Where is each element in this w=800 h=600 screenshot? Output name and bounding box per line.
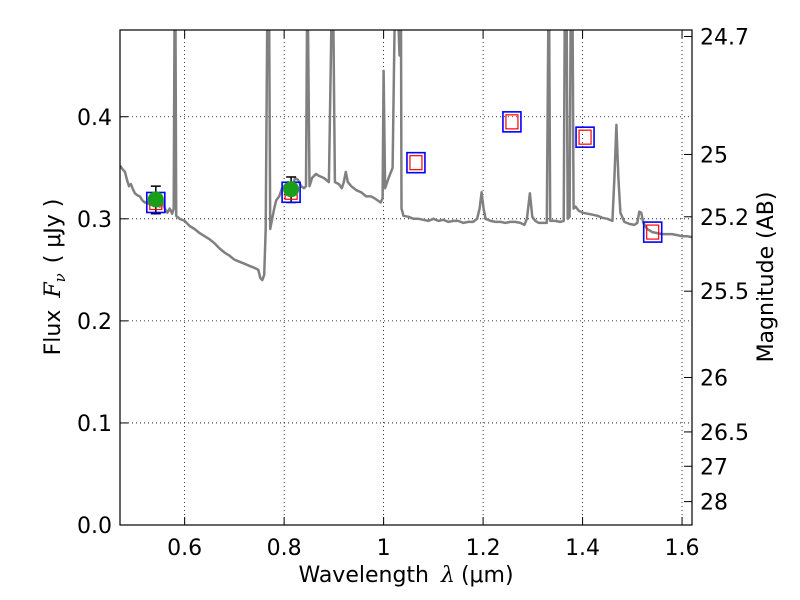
y-tick-label: 0.3 (77, 208, 112, 233)
model-photometry-marker (502, 111, 522, 133)
x-tick-label: 0.8 (267, 536, 302, 561)
mag-tick-label: 24.7 (700, 26, 749, 51)
x-axis-title: Wavelength λ (μm) (298, 563, 513, 588)
observed-photometry-point (147, 191, 164, 208)
model-photometry-marker (406, 151, 426, 174)
mag-tick-label: 25.2 (700, 206, 749, 231)
model-photometry-marker (575, 126, 595, 148)
x-tick-label: 1 (377, 536, 391, 561)
y-axis-title-subscript: ν (51, 273, 69, 282)
plot-frame (119, 29, 693, 526)
y-tick-label: 0.1 (77, 412, 112, 437)
x-tick-label: 1.4 (565, 536, 600, 561)
model-photometry-marker-inner (646, 224, 660, 240)
model-photometry-marker (642, 221, 663, 243)
mag-tick-label: 26.5 (700, 421, 749, 446)
model-spectrum-line (120, 30, 692, 282)
x-axis-title-unit: (μm) (461, 563, 514, 588)
mag-tick-label: 26 (700, 366, 728, 391)
y-axis-title-text: Flux (41, 310, 66, 356)
model-photometry-marker-inner (505, 114, 519, 130)
mag-tick-label: 27 (700, 455, 728, 480)
y2-axis-title: Magnitude (AB) (754, 192, 779, 363)
y-tick-label: 0.2 (77, 310, 112, 335)
axis-ticks: 0.6 0.8 1 1.2 1.4 1.6 0.0 0.1 0.2 0.3 0.4 24.7 25 25.… (77, 26, 749, 561)
y-axis-title-unit: ( μJy ) (41, 199, 66, 264)
mag-tick-label: 28 (700, 491, 728, 516)
y-tick-label: 0.4 (77, 106, 112, 131)
grid-lines (120, 30, 692, 525)
x-tick-label: 1.6 (665, 536, 700, 561)
x-tick-label: 1.2 (466, 536, 501, 561)
y-tick-label: 0.0 (77, 514, 112, 539)
mag-tick-label: 25.5 (700, 280, 749, 305)
mag-tick-label: 25 (700, 143, 728, 168)
model-photometry-marker-inner (409, 155, 423, 171)
model-photometry-marker-inner (578, 129, 592, 145)
plot-area (120, 30, 692, 282)
x-axis-title-symbol: λ (440, 563, 455, 588)
x-tick-label: 0.6 (167, 536, 202, 561)
x-axis-title-text: Wavelength (298, 563, 429, 588)
y-axis-title: Flux Fν ( μJy ) (41, 199, 69, 356)
y-axis-title-symbol: F (41, 282, 66, 299)
observed-photometry-point (283, 181, 300, 198)
